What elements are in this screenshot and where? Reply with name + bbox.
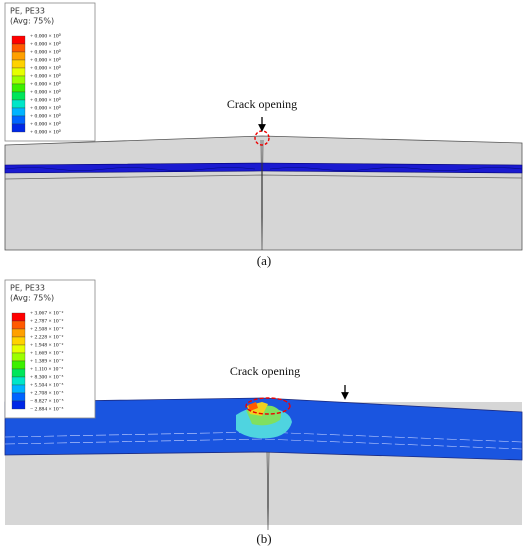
legend-swatch: [11, 51, 26, 61]
legend-swatch: [11, 35, 26, 45]
legend-swatch: [11, 59, 26, 69]
legend-label: + 2.508 × 10⁻²: [30, 326, 64, 332]
legend-label: + 1.948 × 10⁻²: [30, 342, 64, 348]
legend-swatch: [11, 376, 26, 386]
legend-label: + 5.504 × 10⁻³: [30, 382, 64, 388]
legend-swatch: [11, 392, 26, 402]
legend-label: + 0.000 × 10⁰: [30, 88, 62, 95]
legend-label: + 0.000 × 10⁰: [30, 80, 62, 87]
legend-swatch: [11, 344, 26, 354]
legend-subtitle: (Avg: 75%): [10, 294, 54, 303]
legend-swatch: [11, 312, 26, 322]
legend-label: + 2.228 × 10⁻²: [30, 334, 64, 340]
caption: (b): [256, 531, 271, 546]
legend-label: − 8.827 × 10⁻⁵: [30, 398, 64, 404]
legend-label: + 0.000 × 10⁰: [30, 120, 62, 127]
blue-band: [4, 162, 523, 174]
legend-label: + 0.000 × 10⁰: [30, 96, 62, 103]
legend-swatch: [11, 99, 26, 109]
legend-swatch: [11, 115, 26, 125]
legend-swatch: [11, 320, 26, 330]
legend-label: + 1.110 × 10⁻²: [30, 366, 63, 372]
annotation: Crack opening: [230, 364, 300, 378]
legend-title: PE, PE33: [10, 284, 45, 293]
plate: [4, 135, 523, 251]
legend-label: + 0.000 × 10⁰: [30, 32, 62, 39]
legend-label: − 2.884 × 10⁻³: [30, 406, 64, 412]
legend-label: + 0.000 × 10⁰: [30, 64, 62, 71]
legend-label: + 0.000 × 10⁰: [30, 128, 62, 135]
legend-subtitle: (Avg: 75%): [10, 17, 54, 26]
crack: [266, 451, 270, 531]
panel-a: Crack opening (a): [4, 97, 523, 268]
layer-lines: [4, 431, 523, 450]
legend-swatch: [11, 352, 26, 362]
legend-swatch: [11, 91, 26, 101]
legend-label: + 0.000 × 10⁰: [30, 40, 62, 47]
legend-swatch: [11, 336, 26, 346]
legend-swatch: [11, 328, 26, 338]
legend-label: + 1.389 × 10⁻²: [30, 358, 64, 364]
legend-swatch: [11, 360, 26, 370]
legend-title: PE, PE33: [10, 7, 45, 16]
legend-label: + 0.000 × 10⁰: [30, 56, 62, 63]
crack: [260, 139, 264, 251]
contour-red: [248, 402, 258, 411]
panel-b: Crack opening (b): [4, 364, 523, 546]
legend-label: + 3.067 × 10⁻²: [30, 310, 64, 316]
layer-line: [4, 174, 523, 180]
legend-label: + 2.787 × 10⁻²: [30, 318, 64, 324]
crack-highlight: [245, 397, 291, 415]
legend-swatch: [11, 384, 26, 394]
legend-swatch: [11, 83, 26, 93]
legend-label: + 0.000 × 10⁰: [30, 112, 62, 119]
legend-label: + 2.708 × 10⁻³: [30, 390, 64, 396]
legend-swatch: [11, 107, 26, 117]
legend-swatch: [11, 67, 26, 77]
band-pattern: [4, 167, 523, 171]
legend-label: + 0.000 × 10⁰: [30, 72, 62, 79]
legend-label: + 0.000 × 10⁰: [30, 104, 62, 111]
legend-label: + 1.669 × 10⁻²: [30, 350, 64, 356]
legend-label: + 8.300 × 10⁻³: [30, 374, 64, 380]
legend-swatch: [11, 368, 26, 378]
legend-swatch: [11, 400, 26, 410]
annotation: Crack opening: [227, 97, 297, 111]
legend-label: + 0.000 × 10⁰: [30, 48, 62, 55]
caption: (a): [257, 253, 271, 268]
legend-swatch: [11, 123, 26, 133]
legend-swatch: [11, 75, 26, 85]
legend-swatch: [11, 43, 26, 53]
